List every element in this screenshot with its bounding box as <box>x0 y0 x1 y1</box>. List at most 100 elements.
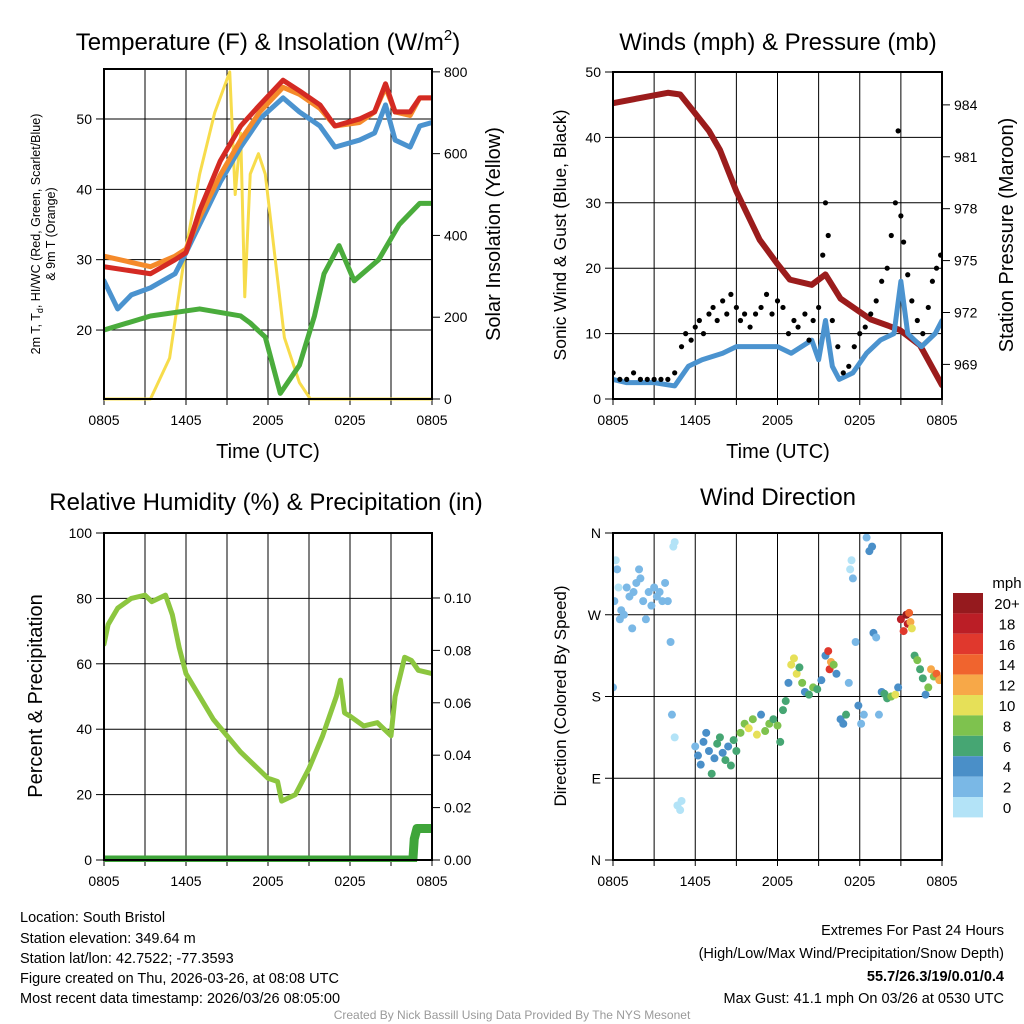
y2-tick-label: 981 <box>954 149 978 165</box>
wind-direction-point <box>776 737 785 746</box>
recent-data-text: Most recent data timestamp: 2026/03/26 0… <box>20 991 340 1007</box>
gust-point <box>742 311 748 317</box>
legend-swatch <box>953 776 983 797</box>
wind-direction-point <box>670 733 679 742</box>
y2-tick-label: 972 <box>954 304 978 320</box>
gust-point <box>905 272 911 278</box>
wind-direction-chart: 0805 1405 2005 0205 0805 N E S W N <box>588 525 958 889</box>
gust-point <box>929 278 936 284</box>
wind-direction-point <box>658 597 667 606</box>
wind-direction-point <box>824 647 833 656</box>
winds-y-axis-label: Sonic Wind & Gust (Blue, Black) <box>550 110 570 361</box>
wind-direction-point <box>639 597 648 606</box>
legend-swatch <box>953 695 983 716</box>
dewpoint-line <box>104 200 432 396</box>
winds-chart: 0805 1405 2005 0205 0805 0 10 20 30 40 50 969 972 975… <box>585 64 977 428</box>
wind-direction-point <box>707 769 716 778</box>
gust-point <box>630 370 637 376</box>
latlon-text: Station lat/lon: 42.7522; -77.3593 <box>20 951 234 967</box>
gust-point <box>769 311 775 317</box>
wind-direction-point <box>655 588 664 597</box>
wind-direction-point <box>844 678 853 687</box>
wind-direction-point <box>874 710 883 719</box>
legend-label: 20+ <box>994 596 1020 613</box>
gust-point <box>733 304 739 311</box>
extremes-values: 55.7/26.3/19/0.01/0.4 <box>867 969 1004 985</box>
credit-text: Created By Nick Bassill Using Data Provi… <box>334 1008 691 1022</box>
y-tick-label: 40 <box>76 181 92 197</box>
x-tick-label: 0205 <box>334 873 365 889</box>
wind-direction-point <box>666 638 675 646</box>
wind-direction-point <box>732 747 741 755</box>
heat-index-wind-chill-line <box>104 95 432 312</box>
y-tick-label: 50 <box>585 64 601 80</box>
gust-point <box>710 304 716 311</box>
y-tick-label: 80 <box>76 590 92 606</box>
gust-point <box>617 376 623 382</box>
legend-label: 6 <box>1003 739 1011 756</box>
wind-direction-point <box>906 618 915 627</box>
y-tick-label: 0 <box>84 852 92 868</box>
gust-point <box>925 304 931 311</box>
wind-direction-point <box>677 796 686 805</box>
wind-direction-point <box>710 754 719 763</box>
gust-point <box>714 317 720 324</box>
gust-point <box>763 291 770 297</box>
x-tick-label: 1405 <box>680 412 711 428</box>
wind-direction-y-axis-label: Direction (Colored By Speed) <box>551 585 570 806</box>
wind-direction-point <box>667 710 676 719</box>
legend-swatch <box>953 633 983 655</box>
wind-direction-chart-title: Wind Direction <box>700 484 856 511</box>
y2-tick-label: 200 <box>444 309 468 325</box>
gust-point <box>672 370 678 376</box>
wind-speed-legend: 20+ 18 16 14 12 10 8 6 4 2 0 <box>953 593 1020 818</box>
wind-direction-point <box>916 665 925 674</box>
wind-direction-point <box>693 751 702 760</box>
extremes-info: Extremes For Past 24 Hours (High/Low/Max… <box>699 923 1004 1007</box>
wind-direction-point <box>921 690 930 699</box>
legend-label: 4 <box>1003 759 1011 776</box>
gust-point <box>737 317 744 324</box>
wind-direction-point <box>661 578 670 587</box>
x-tick-label: 0805 <box>88 412 119 428</box>
y2-tick-label: 0.06 <box>444 695 471 711</box>
temperature-chart: 0805 1405 2005 0205 0805 20 30 40 50 0 200 400 600 80… <box>76 64 467 428</box>
y2-tick-label: 0.08 <box>444 642 471 658</box>
legend-swatch <box>953 715 983 736</box>
wind-direction-point <box>713 739 722 748</box>
wind-direction-point <box>848 574 857 583</box>
station-info: Location: South Bristol Station elevatio… <box>20 910 340 1007</box>
wind-direction-point <box>789 654 798 663</box>
wind-direction-point <box>691 742 700 751</box>
y2-tick-label: 978 <box>954 201 978 217</box>
plot-frame <box>612 71 943 400</box>
y2-tick-label: 984 <box>954 97 978 113</box>
solar-insolation-line <box>104 70 432 401</box>
x-tick-label: 0805 <box>416 412 447 428</box>
y-tick-label: S <box>592 689 601 705</box>
wind-direction-point <box>748 715 757 724</box>
wind-direction-point <box>787 660 796 669</box>
wind-direction-point <box>726 761 735 770</box>
wind-direction-point <box>724 742 733 751</box>
gust-point <box>820 252 826 258</box>
x-tick-label: 1405 <box>170 412 201 428</box>
gust-point <box>895 128 901 134</box>
wind-direction-point <box>613 597 619 606</box>
plot-frame <box>612 532 943 861</box>
wind-direction-point <box>829 660 838 669</box>
insolation-y-axis-label: Solar Insolation (Yellow) <box>483 127 505 341</box>
y-tick-label: N <box>591 525 601 541</box>
wind-direction-point <box>773 721 782 730</box>
wind-direction-point <box>614 583 623 592</box>
y2-tick-label: 0.00 <box>444 852 471 868</box>
wind-direction-point <box>670 538 679 547</box>
temperature-y-axis-label-line2: & 9m T (Orange) <box>44 187 58 280</box>
wind-direction-point <box>778 706 787 715</box>
x-tick-label: 0805 <box>926 412 957 428</box>
y2-tick-label: 0.04 <box>444 747 471 763</box>
gust-point <box>665 376 671 382</box>
legend-swatch <box>953 654 983 675</box>
wind-direction-point <box>932 669 941 678</box>
winds-chart-title: Winds (mph) & Pressure (mb) <box>619 29 936 56</box>
